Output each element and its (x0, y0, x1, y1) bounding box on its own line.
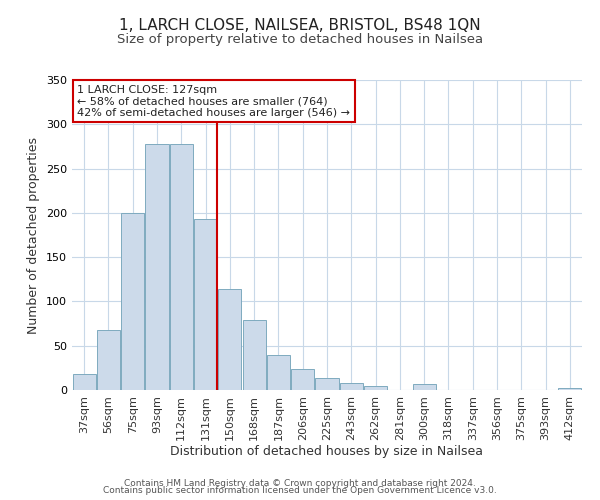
Bar (121, 213, 144, 390)
Bar (364, 386, 387, 390)
Bar (340, 383, 363, 390)
Bar (267, 354, 290, 390)
X-axis label: Distribution of detached houses by size in Nailsea: Distribution of detached houses by size … (170, 446, 484, 458)
Bar (242, 320, 266, 390)
Bar (145, 144, 169, 390)
Text: Size of property relative to detached houses in Nailsea: Size of property relative to detached ho… (117, 32, 483, 46)
Text: 1, LARCH CLOSE, NAILSEA, BRISTOL, BS48 1QN: 1, LARCH CLOSE, NAILSEA, BRISTOL, BS48 1… (119, 18, 481, 32)
Bar (170, 144, 193, 390)
Text: Contains HM Land Registry data © Crown copyright and database right 2024.: Contains HM Land Registry data © Crown c… (124, 478, 476, 488)
Bar (97, 330, 120, 390)
Bar (316, 378, 338, 390)
Y-axis label: Number of detached properties: Number of detached properties (28, 136, 40, 334)
Bar (218, 289, 241, 390)
Bar (73, 374, 95, 390)
Bar (291, 368, 314, 390)
Bar (559, 388, 581, 390)
Text: 1 LARCH CLOSE: 127sqm
← 58% of detached houses are smaller (764)
42% of semi-det: 1 LARCH CLOSE: 127sqm ← 58% of detached … (77, 84, 350, 118)
Bar (413, 384, 436, 390)
Text: Contains public sector information licensed under the Open Government Licence v3: Contains public sector information licen… (103, 486, 497, 495)
Bar (194, 219, 217, 390)
